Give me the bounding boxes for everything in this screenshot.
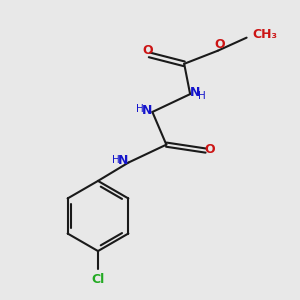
Text: O: O: [142, 44, 153, 57]
Text: N: N: [118, 154, 128, 167]
Text: CH₃: CH₃: [252, 28, 277, 41]
Text: N: N: [142, 104, 152, 117]
Text: H: H: [112, 154, 120, 164]
Text: H: H: [197, 91, 205, 100]
Text: Cl: Cl: [92, 273, 105, 286]
Text: O: O: [204, 142, 215, 156]
Text: N: N: [190, 86, 201, 99]
Text: O: O: [214, 38, 225, 51]
Text: H: H: [136, 104, 144, 114]
